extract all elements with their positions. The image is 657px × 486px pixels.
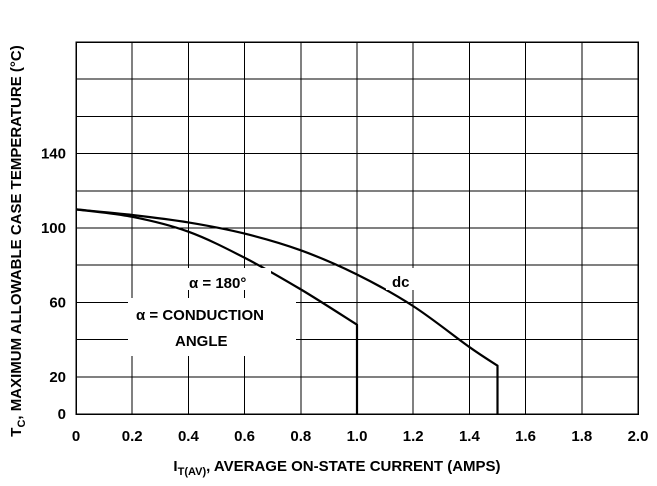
x-tick-label: 1.2: [403, 428, 424, 445]
curves: [75, 208, 499, 414]
y-tick-label: 60: [49, 294, 66, 311]
y-tick-label: 20: [49, 369, 66, 386]
x-tick-label: 0: [72, 428, 80, 445]
annotations: dc α = 180° α = CONDUCTION ANGLE: [128, 268, 416, 356]
annotation-background: [128, 298, 296, 356]
plot-frame: [75, 41, 639, 415]
x-tick-label: 0.8: [290, 428, 311, 445]
x-tick-label: 0.4: [178, 428, 200, 445]
y-tick-label: 140: [41, 146, 66, 163]
annotation-alpha-180: α = 180°: [189, 275, 246, 292]
x-tick-label: 1.4: [459, 428, 481, 445]
series-dc-line: [75, 208, 499, 414]
y-tick-label: 100: [41, 220, 66, 237]
annotation-conduction: α = CONDUCTION: [136, 307, 264, 324]
tick-labels: 0 0.2 0.4 0.6 0.8 1.0 1.2 1.4 1.6 1.8 2.0 0 20 60 100 1…: [41, 146, 648, 445]
x-tick-label: 1.6: [515, 428, 536, 445]
x-tick-label: 1.0: [347, 428, 368, 445]
annotation-background: [185, 268, 271, 290]
x-tick-label: 1.8: [571, 428, 592, 445]
y-tick-label: 0: [58, 406, 66, 423]
annotation-angle: ANGLE: [175, 333, 228, 350]
x-tick-label: 0.6: [234, 428, 255, 445]
x-tick-label: 2.0: [628, 428, 649, 445]
x-axis-title: IT(AV), AVERAGE ON-STATE CURRENT (AMPS): [173, 458, 500, 478]
annotation-dc: dc: [392, 274, 410, 291]
y-axis-title: TC, MAXIMUM ALLOWABLE CASE TEMPERATURE (…: [8, 45, 28, 436]
annotation-background: [386, 268, 416, 290]
x-tick-label: 0.2: [122, 428, 143, 445]
series-alpha-180-line: [75, 208, 359, 414]
